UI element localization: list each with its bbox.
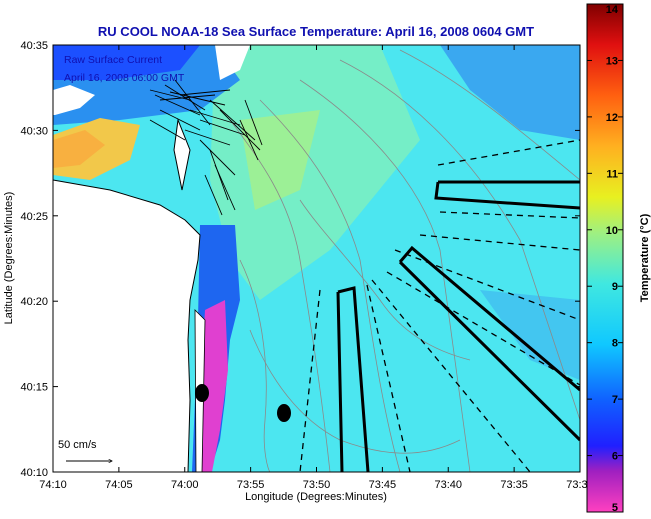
legend-line-1: Raw Surface Current [64,54,162,66]
x-tick-label: 73:40 [434,479,462,491]
mooring-marker [277,404,291,422]
legend-line-2: April 16, 2008 06:00 GMT [64,72,185,84]
x-tick-label: 74:00 [171,479,199,491]
land-north-shore [53,85,95,115]
mooring-marker [195,384,209,402]
y-tick-label: 40:25 [20,211,48,223]
colorbar-tick-label: 7 [612,394,618,406]
y-tick-label: 40:35 [20,40,48,52]
scale-label: 50 cm/s [58,439,97,451]
x-tick-label: 74:05 [105,479,133,491]
warmest-bay-water [53,130,105,168]
y-axis-label: Latitude (Degrees:Minutes) [3,192,15,325]
x-axis-label: Longitude (Degrees:Minutes) [245,491,387,503]
land-staten-area [215,45,250,80]
y-tick-label: 40:15 [20,382,48,394]
colorbar-tick-label: 6 [612,451,618,463]
y-axis-ticks: 40:35 40:30 40:25 40:20 40:15 40:10 [20,40,580,479]
colorbar-tick-label: 12 [606,112,618,124]
colorbar-tick-label: 10 [606,225,618,237]
surface-current-vectors [149,79,263,216]
bathymetry-contours [229,49,580,472]
colorbar-tick-label: 11 [606,168,618,180]
colorbar-tick-label: 13 [606,55,618,67]
figure-title: RU COOL NOAA-18 Sea Surface Temperature:… [98,24,534,39]
y-tick-label: 40:10 [20,467,48,479]
x-tick-label: 74:10 [39,479,67,491]
colorbar-tick-label: 8 [612,338,618,350]
x-tick-label: 73:55 [237,479,265,491]
colder-water-north [53,45,200,80]
sampling-lines [299,139,580,472]
colorbar [586,3,624,513]
warmer-water-patch [240,110,320,210]
colorbar-tick-label: 9 [612,281,618,293]
warm-water-patch [210,45,420,300]
survey-boxes [336,180,580,472]
y-tick-label: 40:30 [20,125,48,137]
colorbar-label: Temperature (°C) [639,213,651,302]
cool-water-east [480,290,580,380]
x-tick-label: 73:35 [500,479,528,491]
colorbar-tick-label: 5 [612,502,618,514]
land-sandy-hook [173,118,191,191]
x-tick-label: 73:50 [303,479,331,491]
land-new-jersey [53,179,201,472]
colorbar-ticks: 14 13 12 11 10 9 8 7 6 5 [587,3,623,514]
x-tick-label: 73:45 [369,479,397,491]
colorbar-tick-label: 14 [606,4,619,16]
map-area [53,45,580,472]
cool-water-northeast [440,45,580,140]
y-tick-label: 40:20 [20,296,48,308]
